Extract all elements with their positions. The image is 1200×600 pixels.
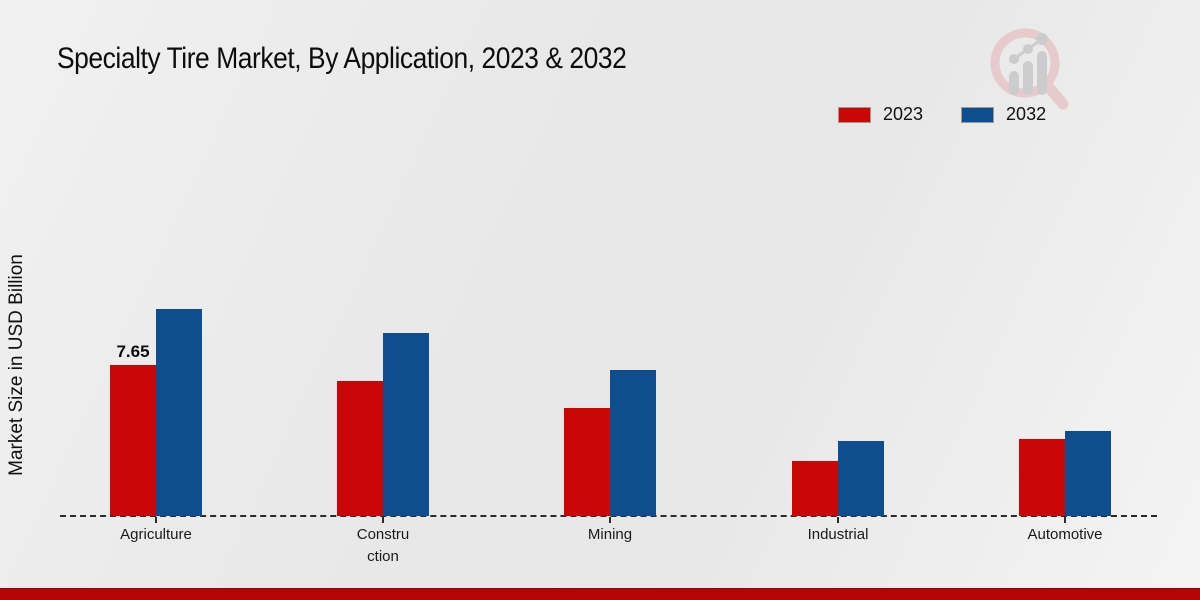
bar-2023-industrial [792, 461, 838, 516]
legend-swatch-2023 [838, 106, 871, 123]
bar-2023-automotive [1019, 439, 1065, 516]
legend: 2023 2032 [838, 104, 1046, 125]
legend-item-2032: 2032 [961, 104, 1046, 125]
bar-2023-mining [564, 408, 610, 516]
magnifier-bar-chart-logo-icon [990, 28, 1069, 110]
x-axis-tick-mining [609, 517, 611, 523]
x-axis-tick-agriculture [155, 517, 157, 523]
x-axis-tick-automotive [1064, 517, 1066, 523]
bottom-accent-bar [0, 588, 1200, 600]
bar-value-label-2023-agriculture: 7.65 [116, 342, 150, 361]
category-label-construction: Constru ction [356, 526, 410, 565]
bar-2032-industrial [838, 441, 884, 516]
legend-swatch-2032 [961, 106, 995, 123]
legend-item-2023: 2023 [838, 104, 923, 125]
category-label-automotive: Automotive [1027, 526, 1103, 543]
x-axis-baseline [60, 515, 1157, 517]
bar-2032-construction [383, 333, 429, 516]
legend-label-2023: 2023 [883, 104, 924, 124]
bar-2032-mining [610, 370, 656, 516]
bar-2032-agriculture [156, 309, 202, 516]
legend-label-2032: 2032 [1006, 104, 1047, 124]
chart-title: Specialty Tire Market, By Application, 2… [57, 42, 627, 75]
category-label-industrial: Industrial [807, 526, 869, 543]
category-label-agriculture: Agriculture [120, 526, 192, 543]
bar-2032-automotive [1065, 431, 1111, 516]
bar-2023-construction [337, 381, 383, 516]
bar-2023-agriculture [110, 365, 156, 516]
category-label-mining: Mining [587, 526, 633, 543]
x-axis-tick-industrial [837, 517, 839, 523]
x-axis-tick-construction [382, 517, 384, 523]
